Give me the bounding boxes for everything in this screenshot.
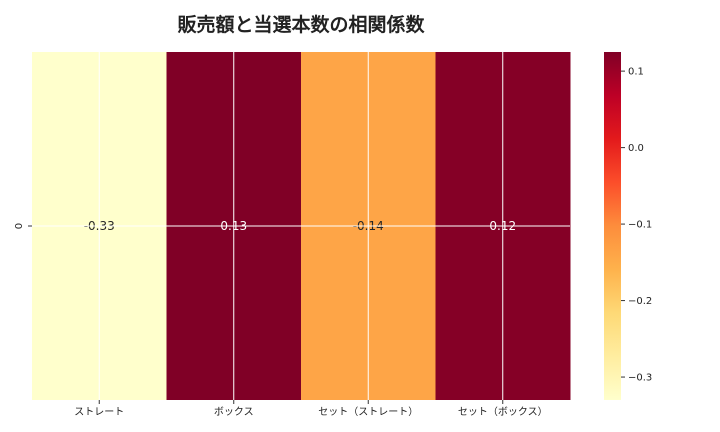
x-tick-label: ストレート (74, 407, 124, 418)
colorbar: 0.1 0.0 −0.1 −0.2 −0.3 (604, 52, 652, 400)
colorbar-tick-label: 0.1 (628, 67, 644, 78)
y-axis: 0 (14, 223, 32, 229)
x-axis: ストレート ボックス セット（ストレート） セット（ボックス） (74, 400, 548, 418)
colorbar-tick-label: −0.1 (628, 220, 652, 231)
colorbar-tick-label: −0.3 (628, 373, 652, 384)
colorbar-gradient (604, 52, 621, 400)
chart-title: 販売額と当選本数の相関係数 (177, 13, 425, 36)
x-tick-label: ボックス (214, 406, 254, 418)
x-tick-label: セット（ストレート） (318, 406, 418, 418)
colorbar-tick-label: 0.0 (628, 143, 644, 154)
x-tick-label: セット（ボックス） (458, 406, 548, 418)
y-tick-label: 0 (14, 223, 25, 229)
heatmap-grid (32, 52, 570, 400)
colorbar-tick-label: −0.2 (628, 296, 652, 307)
